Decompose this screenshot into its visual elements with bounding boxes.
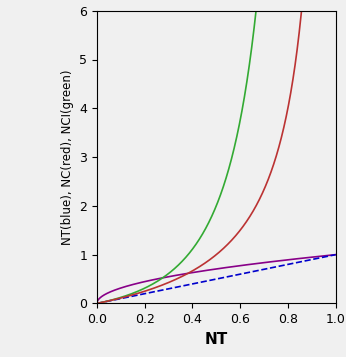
X-axis label: NT: NT [204,332,228,347]
Y-axis label: NT(blue), NC(red), NCI(green): NT(blue), NC(red), NCI(green) [61,69,74,245]
